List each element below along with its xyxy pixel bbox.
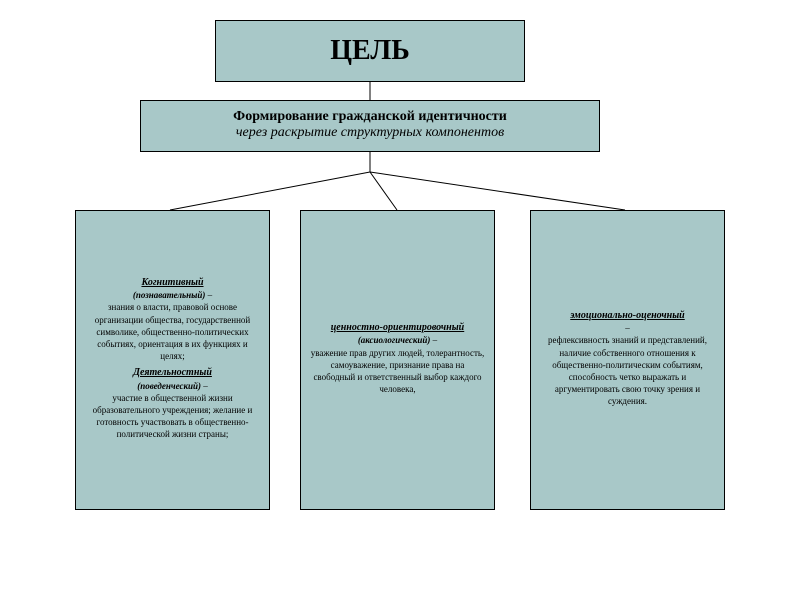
component-block: Когнитивный (познавательный) – знания о в…: [84, 276, 261, 362]
dash: –: [430, 335, 437, 345]
component-subheading: (познавательный): [133, 290, 205, 300]
component-heading: Когнитивный: [141, 277, 203, 288]
component-block: ценностно-ориентировочный (аксиологически…: [309, 321, 486, 395]
dash: –: [201, 381, 208, 391]
dash: –: [205, 290, 212, 300]
component-body: участие в общественной жизни образовател…: [93, 393, 253, 439]
component-body: уважение прав других людей, толерантност…: [311, 348, 485, 394]
component-box-cognitive: Когнитивный (познавательный) – знания о в…: [75, 210, 270, 510]
component-block: эмоционально-оценочный – рефлексивность …: [539, 309, 716, 407]
title-box: ЦЕЛЬ: [215, 20, 525, 82]
component-body: знания о власти, правовой основе организ…: [95, 302, 251, 361]
component-box-value: ценностно-ориентировочный (аксиологически…: [300, 210, 495, 510]
title-text: ЦЕЛЬ: [330, 35, 409, 67]
subtitle-line1: Формирование гражданской идентичности: [153, 109, 587, 125]
component-box-emotional: эмоционально-оценочный – рефлексивность …: [530, 210, 725, 510]
component-heading: Деятельностный: [133, 367, 212, 378]
subtitle-box: Формирование гражданской идентичности че…: [140, 100, 600, 152]
component-heading: эмоционально-оценочный: [570, 310, 684, 321]
component-body: рефлексивность знаний и представлений, н…: [548, 335, 707, 406]
subtitle-line2: через раскрытие структурных компонентов: [153, 125, 587, 141]
component-heading: ценностно-ориентировочный: [331, 322, 464, 333]
component-block: Деятельностный (поведенческий) – участие …: [84, 366, 261, 440]
component-subheading: (поведенческий): [137, 381, 201, 391]
component-subheading: (аксиологический): [358, 335, 431, 345]
dash: –: [625, 323, 630, 333]
